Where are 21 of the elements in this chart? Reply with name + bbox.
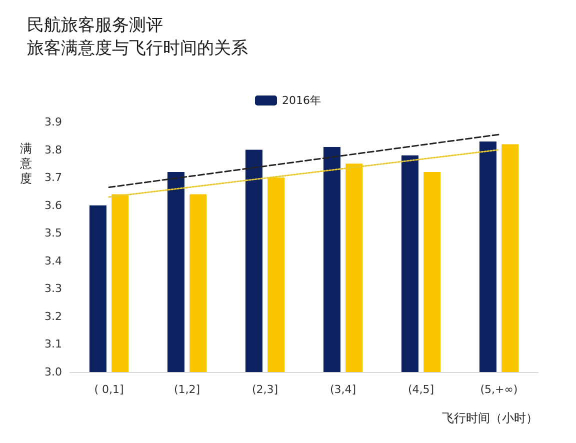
x-tick-label: (2,3] (252, 383, 278, 396)
x-tick-label: (1,2] (174, 383, 200, 396)
y-tick-label: 3.4 (44, 254, 62, 268)
y-tick-label: 3.8 (44, 143, 62, 156)
legend-label: 2016年 (282, 94, 322, 107)
x-tick-label: (5,+∞) (480, 383, 518, 396)
y-tick-label: 3.5 (44, 226, 62, 240)
x-tick-label: ( 0,1] (94, 383, 124, 396)
y-tick-label: 3.1 (44, 338, 62, 351)
y-tick-label: 3.6 (44, 198, 62, 212)
y-tick-label: 3.0 (44, 366, 62, 378)
y-tick-label: 3.7 (44, 171, 62, 184)
x-axis-title: 飞行时间（小时） (442, 411, 538, 425)
x-tick-label: (3,4] (330, 383, 356, 396)
y-tick-label: 3.2 (44, 310, 62, 323)
x-tick-label: (4,5] (408, 383, 434, 396)
y-axis-title: 满意度 (19, 142, 32, 186)
y-tick-label: 3.3 (44, 282, 62, 296)
y-tick-label: 3.9 (44, 116, 62, 128)
chart-title: 民航旅客服务测评 (27, 16, 163, 36)
chart-subtitle: 旅客满意度与飞行时间的关系 (27, 38, 248, 58)
